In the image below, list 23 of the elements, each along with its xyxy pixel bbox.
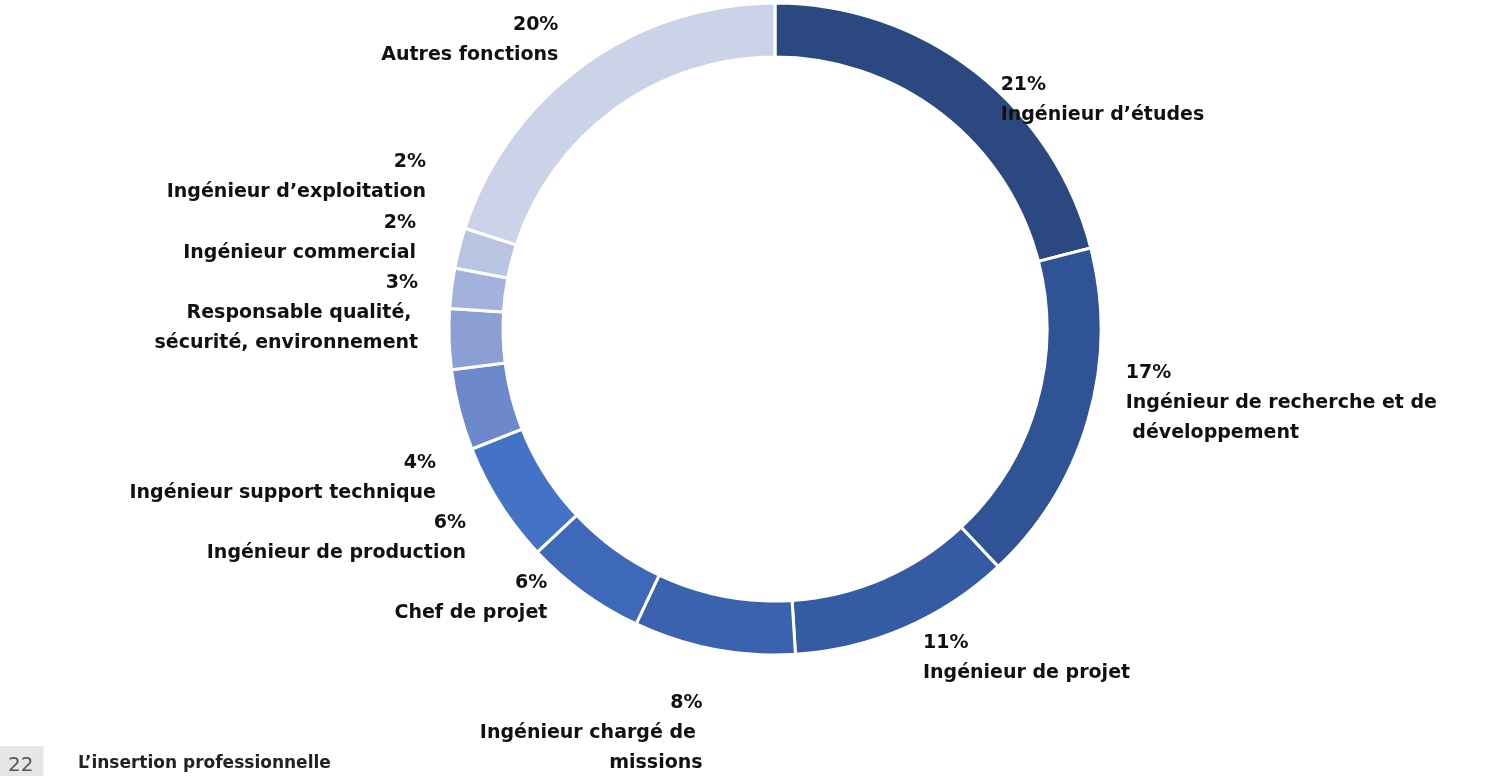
slice-label: Chef de projet (394, 600, 548, 622)
data-label: 4% (403, 450, 436, 472)
data-label: 21% (1000, 71, 1047, 94)
data-label: 20% (512, 11, 559, 34)
data-label: 6% (515, 570, 548, 592)
data-label: 11% (922, 630, 969, 652)
data-label: 17% (1125, 360, 1172, 382)
slice-label: Autres fonctions (381, 41, 559, 64)
slice-label: Ingénieur commercial (183, 239, 417, 262)
slice-label: Ingénieur d’exploitation (166, 179, 427, 202)
data-label: 8% (670, 690, 703, 712)
data-label: 3% (385, 270, 419, 292)
slice-label: Ingénieur de recherche et de développement (1125, 390, 1437, 442)
slice-label: Ingénieur de production (206, 540, 466, 562)
text: 22 (8, 752, 34, 776)
slice-label: Ingénieur support technique (129, 480, 436, 502)
slice-label: Ingénieur chargé de missions (479, 720, 703, 772)
slice-label: Ingénieur de projet (922, 660, 1131, 682)
data-label: 6% (433, 510, 466, 532)
data-label: 2% (393, 149, 427, 172)
text: L’insertion professionnelle (78, 751, 331, 772)
data-label: 2% (383, 209, 417, 232)
slice-label: Responsable qualité, sécurité, environnement (154, 300, 419, 352)
